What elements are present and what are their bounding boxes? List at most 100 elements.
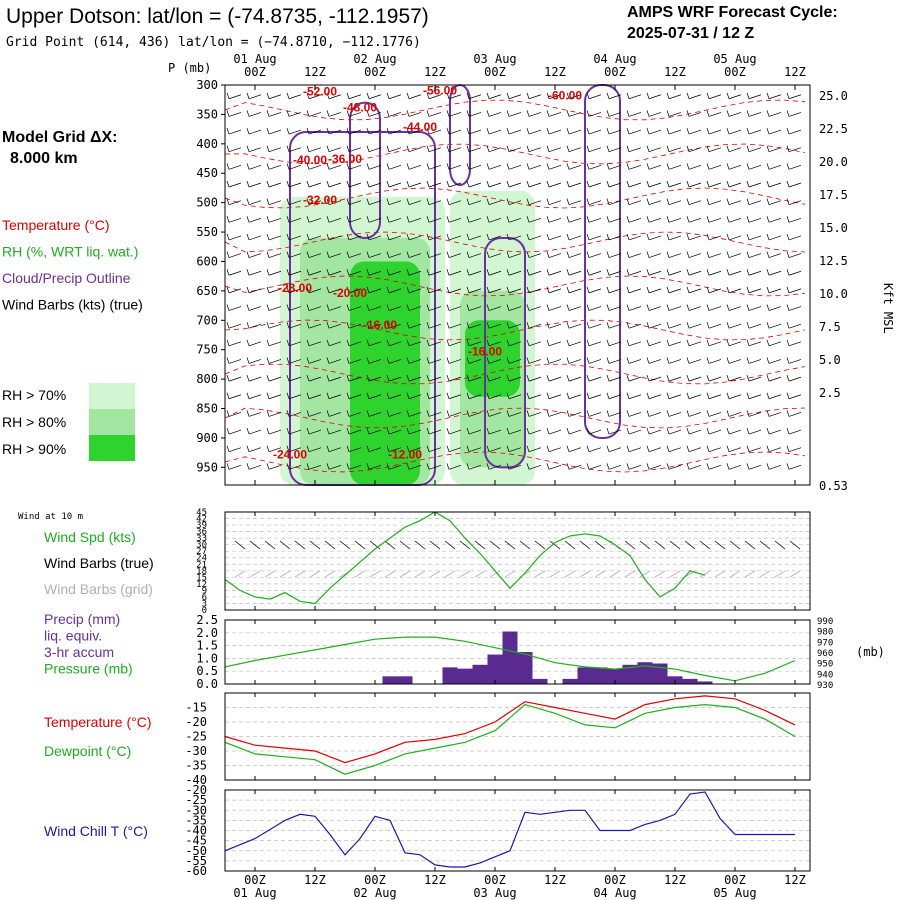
wind-barb-staff <box>608 94 622 100</box>
wind-barb-staff <box>588 465 602 470</box>
wind-barb-flag <box>386 322 390 329</box>
wind-barb-staff <box>668 217 682 223</box>
wind-barb <box>466 110 482 117</box>
precip-bar <box>637 662 653 684</box>
wind-barb-flag <box>486 322 490 329</box>
wind-barb <box>246 392 262 400</box>
wind-barb-staff <box>768 253 782 258</box>
wind-barb-staff <box>548 429 562 435</box>
wind-barb <box>586 251 602 258</box>
wind-barb-flag <box>286 110 290 117</box>
wind-barb-staff <box>308 112 322 117</box>
wind-barb-flag <box>246 163 250 170</box>
wind-barb-staff <box>468 235 482 241</box>
wind-barb <box>546 110 562 117</box>
wind-barb-flag <box>266 427 270 435</box>
wind-barb <box>386 163 402 170</box>
isotherm-line <box>224 99 806 121</box>
height-tick-label: 15.0 <box>819 221 848 235</box>
wind-barb-flag <box>706 180 710 188</box>
temperature-contour-label: -16.00 <box>468 345 502 359</box>
wind-barb-staff <box>268 447 282 453</box>
wind-barb-staff <box>568 182 582 188</box>
wind-barb <box>306 180 322 188</box>
wind-barb-staff <box>288 200 302 205</box>
wind-barb-staff <box>568 235 582 241</box>
wind-barb-staff <box>608 341 622 347</box>
wind-barb <box>446 392 462 400</box>
wind-barb-staff <box>548 306 562 311</box>
wind-barb <box>426 375 442 382</box>
wind-barb <box>366 251 382 258</box>
wind-barb <box>466 233 482 241</box>
wind-barb <box>466 322 482 329</box>
wind-barb-flag <box>666 304 670 311</box>
wind-barb-true <box>384 540 396 550</box>
wind-barb-staff <box>548 341 562 347</box>
wind-barb-staff <box>628 376 642 382</box>
wind-barb-flag <box>266 375 270 382</box>
wind-barb-staff <box>508 306 522 311</box>
wind-barb-flag <box>726 286 730 293</box>
wind-barb-flag <box>226 410 230 417</box>
wind-barb-flag <box>786 110 790 117</box>
wind-barb-flag <box>386 198 390 205</box>
cloud-outline <box>484 236 526 469</box>
wind-barb-staff <box>548 253 562 258</box>
wind-barb <box>506 110 522 117</box>
top-hour-label: 00Z <box>244 65 266 79</box>
wind-barb-staff <box>248 182 262 188</box>
wind-barb-flag <box>446 286 450 293</box>
wind-barb-staff <box>708 165 722 170</box>
wind-barb-flag <box>366 445 370 452</box>
wind-barb-flag <box>406 180 410 188</box>
wind-barb <box>506 463 522 470</box>
wind-barb-grid <box>774 570 786 578</box>
wind-barb <box>346 286 362 294</box>
wind-barb-flag <box>566 269 570 276</box>
wind-barb <box>366 163 382 170</box>
wind-barb-flag <box>306 445 310 452</box>
wind-barb-flag <box>626 286 630 293</box>
wind-barb-staff <box>448 147 462 153</box>
wind-barb-flag <box>766 375 770 382</box>
wind-barb <box>726 339 742 347</box>
bottom-hour-label: 12Z <box>784 873 806 887</box>
wind-barb <box>646 445 662 453</box>
wind-barb-staff <box>268 341 282 347</box>
wind-barb <box>386 304 402 311</box>
wind-barb-staff <box>508 270 522 276</box>
wind-barb-true <box>264 540 276 550</box>
wind-barb <box>686 198 702 205</box>
wind-barb-staff <box>568 359 582 364</box>
wind-barb-staff <box>448 270 462 276</box>
wind-barb <box>326 163 342 170</box>
wind-barb-flag <box>226 269 230 276</box>
wind-barb-flag <box>686 375 690 382</box>
wind-barb-staff <box>288 465 302 470</box>
wind-barb-staff <box>668 359 682 364</box>
wind-barb-staff <box>708 200 722 205</box>
wind-barb-staff <box>468 288 482 294</box>
wind-barb-staff <box>488 323 502 329</box>
wind-barb-staff <box>508 200 522 205</box>
wind-barb-staff <box>668 412 682 417</box>
wind-barb-flag <box>666 110 670 117</box>
wind-barb-staff <box>348 112 362 117</box>
wind-barb-staff <box>428 429 442 435</box>
wind-barb-flag <box>646 322 650 329</box>
wind-barb <box>306 322 322 329</box>
wind-barb <box>246 427 262 435</box>
wind-barb-staff <box>308 288 322 294</box>
wind-barb <box>466 410 482 417</box>
wind-barb-flag <box>366 322 370 329</box>
wind-barb <box>226 269 242 276</box>
wind-barb <box>686 251 702 258</box>
wind-barb-true <box>699 540 711 550</box>
wind-barb-flag <box>546 375 550 382</box>
wind-barb <box>566 127 582 135</box>
wind-barb <box>566 251 582 258</box>
wind-barb-flag <box>606 198 610 205</box>
wind-barb-flag <box>506 410 510 417</box>
wind-barb <box>446 410 462 417</box>
